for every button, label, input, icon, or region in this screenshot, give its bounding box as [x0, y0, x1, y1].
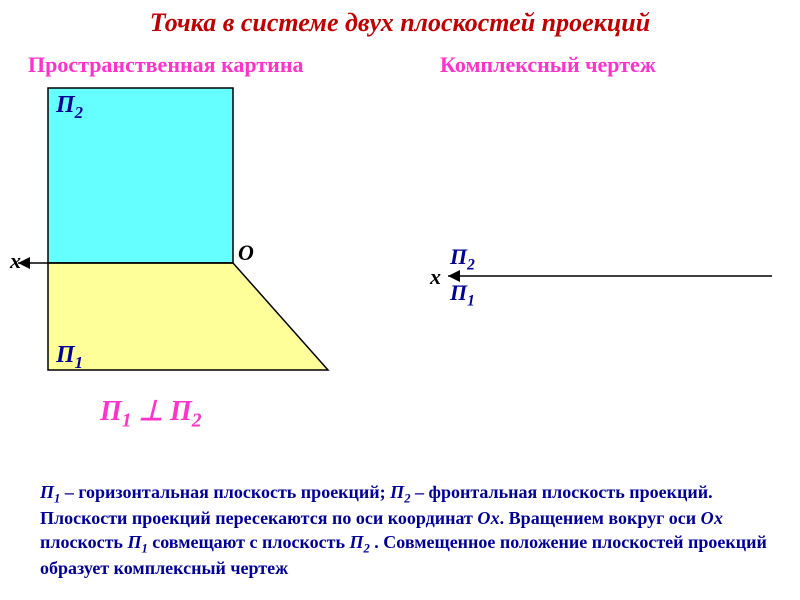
rel-s1: 1 — [122, 411, 132, 432]
pi2-sub: 2 — [75, 103, 83, 122]
label-O-spatial: O — [238, 240, 254, 266]
f-t3: . Вра­щением вокруг оси — [500, 508, 701, 528]
pi2-base: П — [56, 92, 75, 118]
rel-p1: П — [100, 396, 122, 427]
label-pi2-complex: П2 — [450, 244, 475, 274]
f-t4: плоскость — [40, 532, 127, 552]
f-ox2: Ох — [701, 508, 723, 528]
pi1-base: П — [56, 342, 75, 368]
rel-s2: 2 — [192, 411, 202, 432]
plane-pi1 — [48, 263, 328, 370]
f-t1: – горизонтальная плоскость проекций; — [60, 482, 390, 502]
rel-p2: П — [170, 396, 192, 427]
cpi1-sub: 1 — [467, 292, 475, 309]
f-p4: П — [349, 532, 363, 552]
cpi2-sub: 2 — [467, 256, 475, 273]
label-pi1-complex: П1 — [450, 280, 475, 310]
f-t5: совмещают с плоскость — [148, 532, 350, 552]
pi1-sub: 1 — [75, 353, 83, 372]
label-x-complex: x — [430, 264, 441, 290]
label-pi2-spatial: П2 — [56, 92, 83, 123]
f-p1: П — [40, 482, 54, 502]
f-ox1: Ох — [477, 508, 499, 528]
f-p3: П — [127, 532, 141, 552]
cpi1-base: П — [450, 280, 467, 305]
rel-sym: ⊥ — [132, 396, 170, 427]
cpi2-base: П — [450, 244, 467, 269]
f-p2: П — [390, 482, 404, 502]
label-pi1-spatial: П1 — [56, 342, 83, 373]
relation-perpendicular: П1 ⊥ П2 — [100, 394, 202, 433]
footer-text: П1 – горизонтальная плоскость проекций; … — [40, 481, 770, 580]
label-x-spatial: x — [10, 248, 21, 274]
